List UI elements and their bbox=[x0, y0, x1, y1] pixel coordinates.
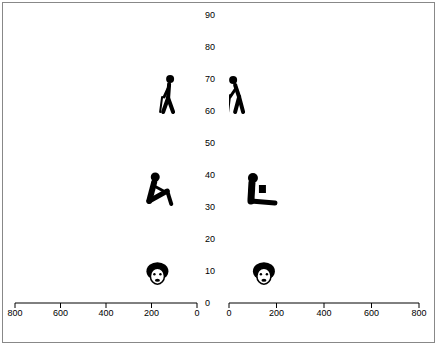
svg-text:70: 70 bbox=[205, 74, 215, 84]
svg-text:60: 60 bbox=[205, 106, 215, 116]
svg-text:0: 0 bbox=[226, 308, 231, 318]
svg-text:50: 50 bbox=[205, 138, 215, 148]
svg-text:800: 800 bbox=[7, 308, 22, 318]
svg-text:200: 200 bbox=[144, 308, 159, 318]
svg-text:600: 600 bbox=[53, 308, 68, 318]
svg-text:80: 80 bbox=[205, 42, 215, 52]
svg-text:0: 0 bbox=[205, 298, 210, 308]
svg-text:400: 400 bbox=[316, 308, 331, 318]
svg-text:10: 10 bbox=[205, 266, 215, 276]
svg-text:20: 20 bbox=[205, 234, 215, 244]
svg-text:800: 800 bbox=[411, 308, 426, 318]
svg-text:90: 90 bbox=[205, 10, 215, 20]
svg-text:40: 40 bbox=[205, 170, 215, 180]
svg-text:600: 600 bbox=[364, 308, 379, 318]
svg-text:0: 0 bbox=[194, 308, 199, 318]
svg-text:30: 30 bbox=[205, 202, 215, 212]
svg-text:200: 200 bbox=[269, 308, 284, 318]
svg-text:400: 400 bbox=[98, 308, 113, 318]
